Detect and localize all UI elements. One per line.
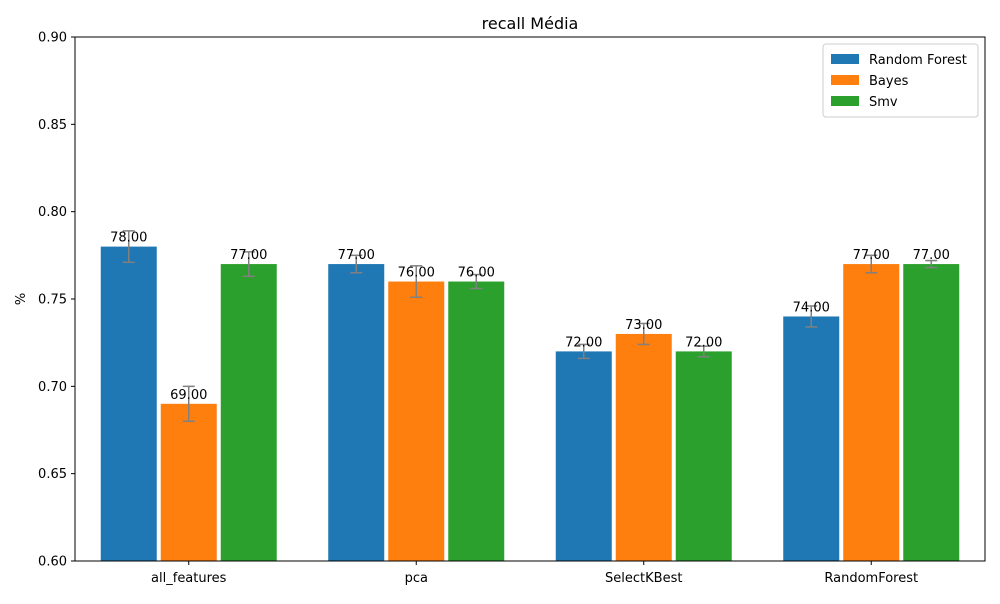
legend-label: Random Forest xyxy=(869,53,967,68)
bar xyxy=(160,403,217,561)
y-tick-label: 0.70 xyxy=(38,380,67,395)
legend-swatch xyxy=(831,54,859,64)
legend-swatch xyxy=(831,96,859,106)
x-tick-label: RandomForest xyxy=(824,571,918,586)
legend-label: Bayes xyxy=(869,74,909,89)
value-labels: 78.00 69.00 77.00 77.00 76.00 76.00 72.00 73.00… xyxy=(110,231,950,403)
bar xyxy=(675,351,732,561)
bar-value-label: 76.00 xyxy=(398,266,435,281)
bar-value-label: 73.00 xyxy=(625,318,662,333)
y-tick-label: 0.85 xyxy=(38,118,67,133)
bar-value-label: 78.00 xyxy=(110,231,147,246)
y-axis-ticks: 0.60 0.65 0.70 0.75 0.80 0.85 0.90 xyxy=(38,31,75,570)
bar xyxy=(220,264,277,561)
bar-value-label: 72.00 xyxy=(565,335,602,350)
x-axis-ticks: all_features pca SelectKBest RandomForest xyxy=(151,561,918,586)
plot-frame xyxy=(74,36,986,562)
legend-swatch xyxy=(831,75,859,85)
bar-value-label: 77.00 xyxy=(230,248,267,263)
bar xyxy=(388,281,445,561)
error-bars xyxy=(122,230,938,423)
x-tick-label: SelectKBest xyxy=(605,571,682,586)
bar xyxy=(448,281,505,561)
bar xyxy=(328,264,385,561)
legend-label: Smv xyxy=(869,95,898,110)
y-tick-label: 0.75 xyxy=(38,293,67,308)
y-tick-label: 0.80 xyxy=(38,205,67,220)
chart-title: recall Média xyxy=(482,14,579,33)
bar xyxy=(615,333,672,561)
y-tick-label: 0.65 xyxy=(38,467,67,482)
bar-value-label: 69.00 xyxy=(170,388,207,403)
bar-value-label: 72.00 xyxy=(685,335,722,350)
bar xyxy=(903,264,960,561)
bar xyxy=(843,264,900,561)
legend: Random Forest Bayes Smv xyxy=(822,43,979,118)
bar-value-label: 77.00 xyxy=(913,248,950,263)
y-axis-label: % xyxy=(14,293,29,305)
bar-value-label: 77.00 xyxy=(853,248,890,263)
bar xyxy=(100,246,157,561)
bar xyxy=(555,351,612,561)
x-tick-label: pca xyxy=(405,571,428,586)
y-tick-label: 0.90 xyxy=(38,31,67,46)
x-tick-label: all_features xyxy=(151,571,227,586)
bar-value-label: 76.00 xyxy=(458,266,495,281)
bars xyxy=(100,246,960,561)
y-tick-label: 0.60 xyxy=(38,555,67,570)
bar-value-label: 74.00 xyxy=(793,300,830,315)
bar xyxy=(783,316,840,561)
bar-value-label: 77.00 xyxy=(338,248,375,263)
legend-box xyxy=(822,43,979,118)
